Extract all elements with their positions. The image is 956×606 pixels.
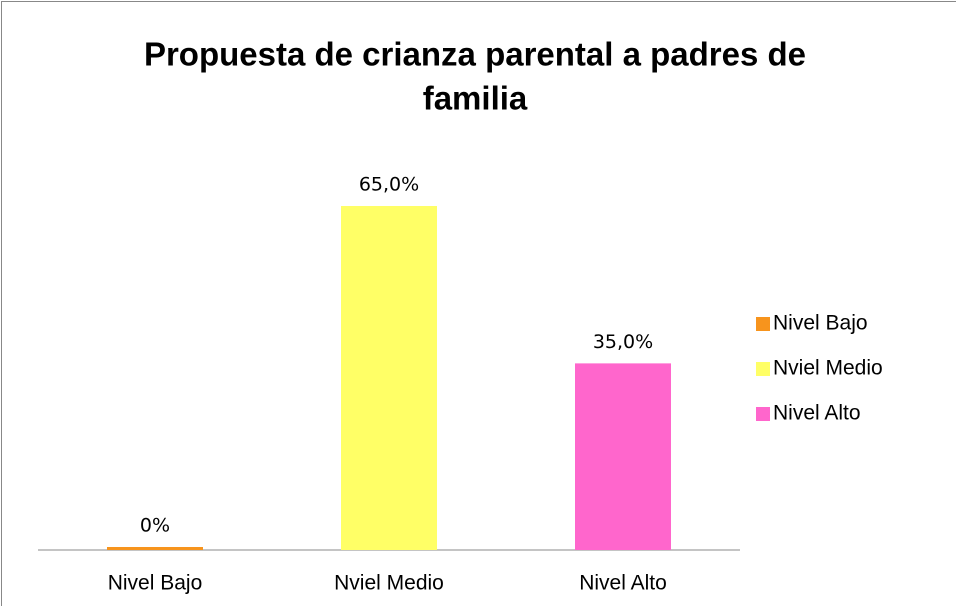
legend-swatch <box>756 362 770 376</box>
legend-label: Nviel Medio <box>773 357 883 380</box>
value-label: 65,0% <box>359 174 419 196</box>
bar <box>575 363 671 550</box>
x-tick-label: Nivel Alto <box>579 572 667 595</box>
legend-swatch <box>756 407 770 421</box>
value-label: 0% <box>140 515 170 537</box>
legend-swatch <box>756 317 770 331</box>
x-tick-label: Nviel Medio <box>334 572 444 595</box>
chart-title: Propuesta de crianza parental a padres d… <box>144 36 806 73</box>
x-tick-label: Nivel Bajo <box>108 572 203 595</box>
legend-label: Nivel Bajo <box>773 312 868 335</box>
legend-label: Nivel Alto <box>773 402 861 425</box>
value-label: 35,0% <box>593 331 653 353</box>
bar <box>341 206 437 550</box>
chart-title: familia <box>423 80 528 117</box>
bar <box>107 547 203 550</box>
